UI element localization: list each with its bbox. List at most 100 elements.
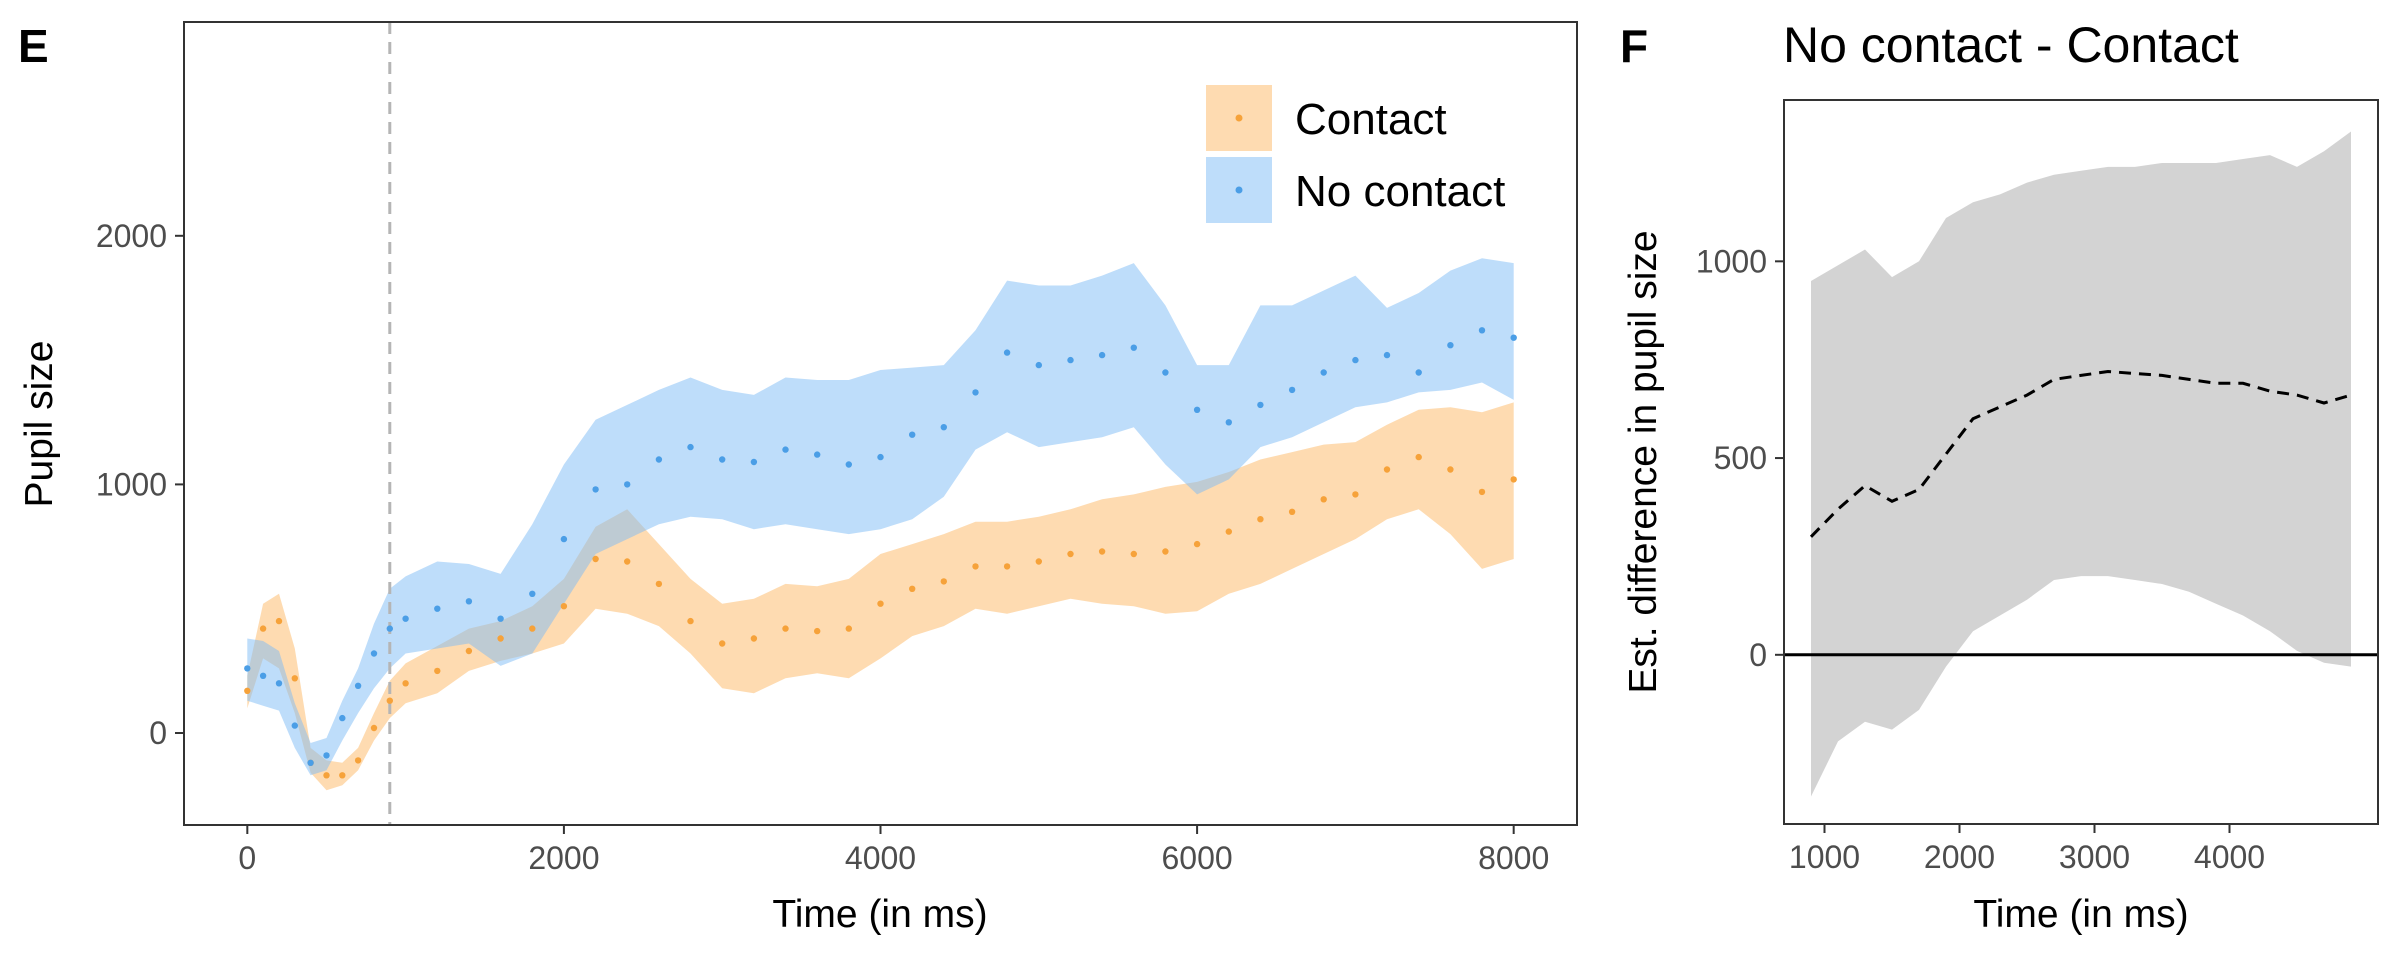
point-contact: [244, 687, 251, 694]
point-no-contact: [1035, 361, 1043, 369]
point-contact: [497, 635, 504, 642]
legend-label-no-contact: No contact: [1295, 167, 1505, 216]
point-contact: [434, 667, 441, 675]
point-contact: [845, 625, 852, 632]
y-tick-label-e: 1000: [96, 466, 167, 502]
point-no-contact: [370, 650, 378, 657]
point-contact: [275, 617, 283, 625]
legend-point-no-contact: [1235, 186, 1243, 194]
point-contact: [719, 640, 726, 647]
ribbon-contact: [247, 402, 1514, 791]
y-tick-label-e: 0: [149, 715, 167, 751]
point-no-contact: [259, 672, 267, 679]
point-no-contact: [624, 481, 631, 488]
point-no-contact: [655, 456, 663, 463]
point-contact: [750, 635, 758, 642]
point-no-contact: [1415, 369, 1422, 376]
plot-border-f: [1783, 99, 2379, 825]
point-no-contact: [687, 443, 694, 451]
point-no-contact: [307, 759, 314, 766]
point-no-contact: [529, 590, 536, 597]
point-contact: [560, 603, 568, 610]
point-no-contact: [1447, 342, 1454, 349]
x-tick-label-e: 6000: [1161, 840, 1232, 876]
axes-e: 0 2000 4000 6000 8000 0 1000 2000: [96, 218, 1549, 876]
point-contact: [1162, 548, 1169, 555]
axes-f: 1000 2000 3000 4000 0 500 1000: [1696, 243, 2265, 875]
ribbons-e: [247, 258, 1514, 791]
y-axis-title-f: Est. difference in pupil size: [1622, 230, 1665, 693]
points-e: [244, 327, 1517, 779]
point-contact: [1003, 563, 1011, 570]
point-contact: [291, 675, 298, 682]
point-no-contact: [814, 451, 821, 458]
difference-line: [1809, 369, 2352, 538]
lines-f: [1784, 369, 2378, 657]
point-no-contact: [909, 431, 916, 438]
panel-letter-e: E: [18, 20, 49, 72]
point-no-contact: [560, 535, 568, 543]
x-tick-label-e: 0: [238, 840, 256, 876]
point-contact: [1288, 508, 1296, 515]
x-axis-title-e: Time (in ms): [772, 893, 987, 936]
point-contact: [323, 772, 330, 779]
point-contact: [1352, 491, 1359, 498]
point-no-contact: [1352, 356, 1359, 364]
panel-letter-f: F: [1620, 20, 1648, 72]
x-axis-title-f: Time (in ms): [1973, 893, 2188, 936]
point-no-contact: [940, 424, 947, 431]
panel-f: F No contact - Contact 1000 2000 3000 4000 0…: [1620, 17, 2379, 936]
point-contact: [465, 647, 473, 655]
point-contact: [1130, 550, 1138, 558]
point-no-contact: [1478, 327, 1486, 334]
point-no-contact: [1257, 401, 1264, 409]
point-contact: [624, 558, 631, 565]
point-contact: [1383, 466, 1391, 473]
point-contact: [1193, 540, 1201, 548]
x-tick-label-e: 8000: [1478, 840, 1549, 876]
point-no-contact: [497, 615, 504, 622]
point-contact: [1447, 466, 1454, 473]
point-no-contact: [354, 682, 362, 689]
y-tick-label-f: 1000: [1696, 243, 1767, 279]
point-no-contact: [465, 598, 473, 605]
point-no-contact: [244, 665, 251, 672]
point-no-contact: [1383, 351, 1391, 359]
point-contact: [1098, 548, 1106, 555]
legend-label-contact: Contact: [1295, 95, 1447, 144]
point-contact: [592, 555, 599, 563]
point-no-contact: [1098, 351, 1106, 359]
point-contact: [1035, 558, 1043, 565]
legend-point-contact: [1235, 114, 1243, 122]
point-contact: [259, 625, 267, 632]
point-no-contact: [750, 458, 758, 466]
point-no-contact: [845, 461, 852, 468]
point-no-contact: [1193, 406, 1201, 413]
ribbon-difference: [1811, 131, 2351, 797]
point-no-contact: [877, 453, 884, 461]
point-no-contact: [275, 680, 283, 687]
point-contact: [687, 617, 694, 625]
point-contact: [909, 585, 916, 592]
point-contact: [814, 627, 821, 635]
point-contact: [529, 625, 536, 632]
point-no-contact: [402, 615, 409, 622]
point-contact: [339, 772, 346, 779]
point-contact: [1225, 528, 1233, 535]
y-axis-title-e: Pupil size: [18, 341, 61, 508]
point-no-contact: [972, 389, 979, 396]
point-no-contact: [782, 446, 789, 453]
point-contact: [1478, 488, 1486, 496]
panel-e: E 0 2000 4000 6000 8000 0 1000 2000 Time (in ms…: [18, 20, 1578, 936]
legend-e: Contact No contact: [1206, 85, 1505, 223]
x-tick-label-f: 3000: [2059, 839, 2130, 875]
x-tick-label-f: 1000: [1789, 839, 1860, 875]
x-tick-label-f: 4000: [2194, 839, 2265, 875]
point-contact: [1510, 476, 1517, 483]
y-tick-label-f: 500: [1714, 440, 1767, 476]
point-contact: [877, 600, 884, 607]
point-no-contact: [1067, 356, 1074, 364]
point-contact: [1320, 496, 1327, 503]
point-contact: [354, 757, 362, 764]
x-tick-label-e: 4000: [845, 840, 916, 876]
